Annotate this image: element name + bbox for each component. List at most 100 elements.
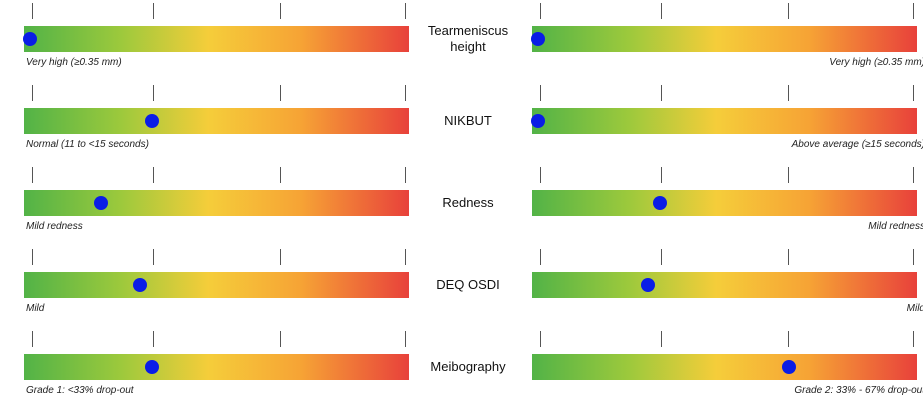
value-marker [531,114,546,128]
tick-mark [32,331,33,347]
tick-mark [280,249,281,265]
tick-mark [32,167,33,183]
value-marker [132,278,147,292]
right-eye-gauge: Mild redness [532,164,923,244]
tick-marks [24,249,409,265]
right-caption: Mild [906,303,923,314]
tick-mark [788,3,789,19]
left-caption: Mild redness [26,221,83,232]
tick-mark [540,3,541,19]
tick-mark [153,331,154,347]
tick-mark [405,85,406,101]
left-caption: Mild [26,303,45,314]
metric-label: Redness [442,195,494,210]
left-eye-gauge: Grade 1: <33% drop-out [24,328,409,408]
tick-mark [153,167,154,183]
value-marker [94,196,108,210]
gradient-bar [24,272,409,298]
tick-mark [153,249,154,265]
tick-mark [32,85,33,101]
left-caption: Very high (≥0.35 mm) [26,57,122,68]
metric-row: Grade 1: <33% drop-out Grade 2: 33% - 67%… [0,328,923,408]
value-marker [23,32,38,46]
gradient-bar [532,272,917,298]
gradient-bar [532,190,917,216]
tick-mark [661,331,662,347]
gradient-bar [23,26,409,52]
gradient-bar [531,26,917,52]
tick-mark [32,3,33,19]
tick-mark [788,249,789,265]
gradient-bar [531,108,917,134]
tick-mark [32,249,33,265]
left-eye-gauge: Mild redness [24,164,409,244]
tick-marks [532,85,917,101]
right-caption: Above average (≥15 seconds) [791,139,923,150]
tick-mark [788,85,789,101]
metric-row: Mild Mild DEQ OSDI [0,246,923,326]
tick-mark [913,331,914,347]
gradient-bar [24,108,409,134]
tick-mark [913,3,914,19]
tick-marks [24,3,409,19]
tick-mark [788,167,789,183]
right-caption: Very high (≥0.35 mm) [829,57,923,68]
metric-row: Normal (11 to <15 seconds) Above average … [0,82,923,162]
right-caption: Grade 2: 33% - 67% drop-out [794,385,923,396]
value-marker [145,360,160,374]
tick-marks [532,3,917,19]
tick-marks [532,167,917,183]
tick-mark [405,249,406,265]
tick-mark [405,3,406,19]
tick-mark [280,3,281,19]
tick-mark [280,167,281,183]
tick-marks [24,85,409,101]
value-marker [531,32,546,46]
tick-marks [24,331,409,347]
left-eye-gauge: Mild [24,246,409,326]
value-marker [145,114,160,128]
tick-mark [280,331,281,347]
metric-label: Meibography [430,359,506,374]
tick-mark [661,85,662,101]
tick-marks [532,331,917,347]
metric-row: Very high (≥0.35 mm) Very high (≥0.35 mm)… [0,0,923,80]
metric-label: Tearmeniscus height [427,23,509,54]
left-caption: Normal (11 to <15 seconds) [26,139,149,150]
gradient-bar [24,354,409,380]
tick-mark [913,249,914,265]
right-eye-gauge: Above average (≥15 seconds) [531,82,923,162]
tick-mark [661,167,662,183]
metric-row: Mild redness Mild redness Redness [0,164,923,244]
right-eye-gauge: Grade 2: 33% - 67% drop-out [532,328,923,408]
tick-mark [280,85,281,101]
tick-mark [540,167,541,183]
left-caption: Grade 1: <33% drop-out [26,385,134,396]
left-eye-gauge: Very high (≥0.35 mm) [23,0,409,80]
tick-mark [405,331,406,347]
tick-mark [540,85,541,101]
tick-marks [24,167,409,183]
tick-mark [540,249,541,265]
tick-mark [913,85,914,101]
tick-mark [153,3,154,19]
tick-mark [661,249,662,265]
gradient-bar [24,190,409,216]
metric-label: DEQ OSDI [436,277,500,292]
tick-mark [540,331,541,347]
tick-marks [532,249,917,265]
value-marker [653,196,668,210]
right-eye-gauge: Mild [532,246,923,326]
tick-mark [661,3,662,19]
tick-mark [405,167,406,183]
metric-label: NIKBUT [444,113,492,128]
value-marker [640,278,655,292]
tick-mark [913,167,914,183]
right-caption: Mild redness [868,221,923,232]
gradient-bar [532,354,917,380]
left-eye-gauge: Normal (11 to <15 seconds) [24,82,409,162]
tick-mark [788,331,789,347]
tick-mark [153,85,154,101]
right-eye-gauge: Very high (≥0.35 mm) [531,0,923,80]
